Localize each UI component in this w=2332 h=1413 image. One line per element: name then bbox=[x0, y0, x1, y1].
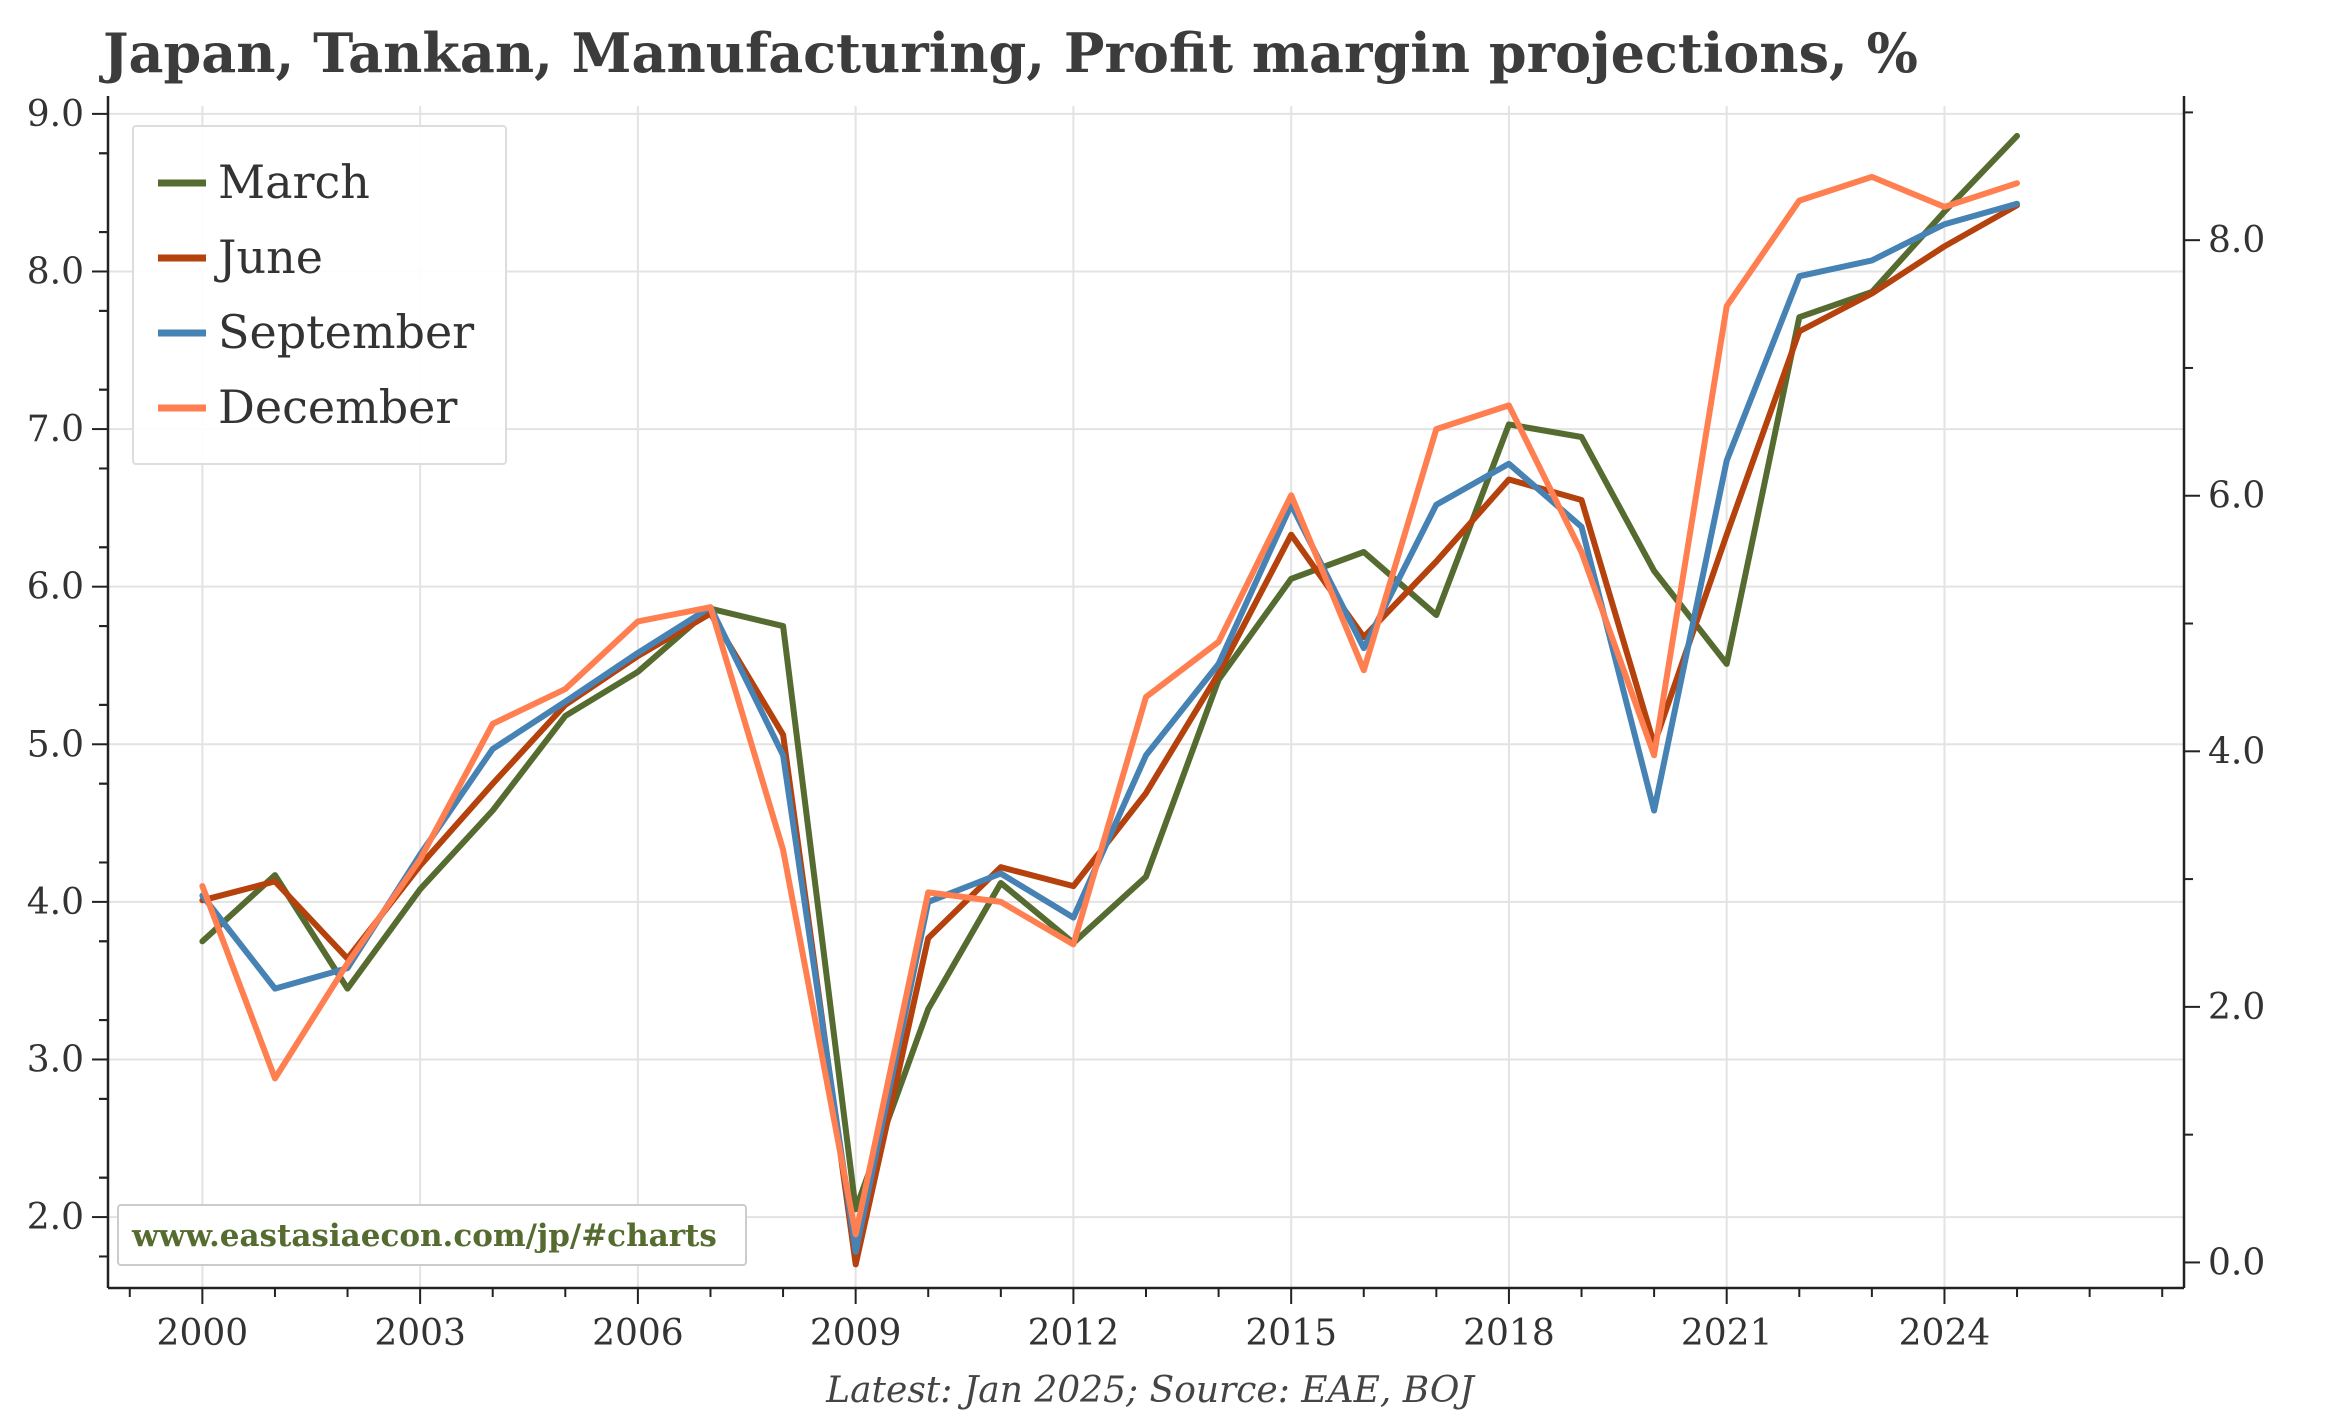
x-tick-label-2012: 2012 bbox=[1028, 1313, 1120, 1354]
y-left-tick-label-5.0: 5.0 bbox=[27, 724, 84, 765]
y-left-tick-label-2.0: 2.0 bbox=[27, 1197, 84, 1238]
x-tick-label-2009: 2009 bbox=[810, 1313, 902, 1354]
chart-title: Japan, Tankan, Manufacturing, Profit mar… bbox=[99, 21, 1918, 85]
x-tick-label-2006: 2006 bbox=[592, 1313, 684, 1354]
source-note: Latest: Jan 2025; Source: EAE, BOJ bbox=[825, 1370, 1476, 1411]
x-tick-label-2000: 2000 bbox=[157, 1313, 249, 1354]
legend-label-september: September bbox=[218, 305, 474, 359]
y-left-tick-label-7.0: 7.0 bbox=[27, 409, 84, 450]
x-tick-label-2024: 2024 bbox=[1899, 1313, 1991, 1354]
y-right-tick-label-2.0: 2.0 bbox=[2208, 987, 2265, 1028]
y-right-tick-label-6.0: 6.0 bbox=[2208, 476, 2265, 517]
x-tick-label-2015: 2015 bbox=[1245, 1313, 1337, 1354]
y-left-tick-label-9.0: 9.0 bbox=[27, 94, 84, 135]
x-tick-label-2003: 2003 bbox=[374, 1313, 466, 1354]
x-tick-label-2021: 2021 bbox=[1681, 1313, 1773, 1354]
watermark-text: www.eastasiaecon.com/jp/#charts bbox=[131, 1218, 717, 1254]
legend-label-june: June bbox=[214, 230, 323, 284]
axes: 2000 2003 2006 2009 2012 2015 2018 2021 2024 2.0 3… bbox=[27, 94, 2266, 1354]
watermark-box bbox=[117, 1204, 747, 1266]
y-left-tick-label-4.0: 4.0 bbox=[27, 882, 84, 923]
grid-lines bbox=[108, 106, 2184, 1288]
legend-label-december: December bbox=[218, 380, 457, 434]
y-left-tick-label-6.0: 6.0 bbox=[27, 567, 84, 608]
series-line-december bbox=[199, 173, 2020, 1238]
y-right-tick-label-0.0: 0.0 bbox=[2208, 1242, 2265, 1283]
legend-label-march: March bbox=[218, 155, 370, 209]
legend-box bbox=[132, 125, 507, 465]
series-line-september bbox=[199, 200, 2020, 1255]
watermark-group: www.eastasiaecon.com/jp/#charts bbox=[117, 1204, 747, 1266]
y-left-tick-label-8.0: 8.0 bbox=[27, 251, 84, 292]
y-left-tick-label-3.0: 3.0 bbox=[27, 1039, 84, 1080]
series-lines bbox=[199, 132, 2020, 1268]
x-tick-label-2018: 2018 bbox=[1463, 1313, 1555, 1354]
y-right-tick-label-4.0: 4.0 bbox=[2208, 731, 2265, 772]
series-line-march bbox=[199, 132, 2020, 1213]
y-right-tick-label-8.0: 8.0 bbox=[2208, 220, 2265, 261]
legend: March June September December bbox=[132, 125, 507, 465]
